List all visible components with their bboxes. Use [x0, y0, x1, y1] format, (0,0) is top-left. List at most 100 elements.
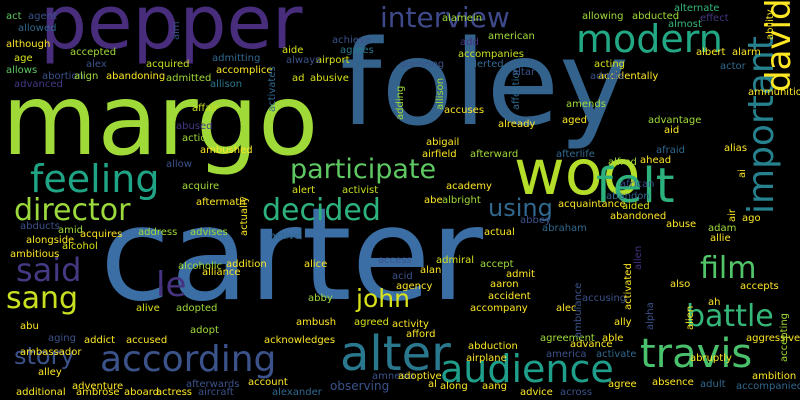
word-ammunition: ammunition	[748, 87, 800, 98]
word-allison-v: allison	[435, 77, 446, 110]
word-felt: felt	[596, 158, 675, 214]
word-across: across	[560, 387, 593, 398]
word-airport: airport	[316, 55, 350, 66]
word-alec: alec	[556, 303, 577, 314]
word-agency: agency	[396, 281, 433, 292]
word-aggressive: aggressive	[746, 333, 800, 344]
word-affair: affair	[192, 103, 219, 114]
word-agreeing: agreeing	[400, 59, 445, 70]
word-agent: agent	[28, 11, 57, 22]
word-sang: sang	[6, 281, 79, 316]
word-allison-small: allison	[210, 79, 243, 90]
word-advice: advice	[520, 387, 553, 398]
word-accomplice: accomplice	[216, 65, 273, 76]
word-already: already	[498, 119, 536, 130]
word-actor: actor	[720, 61, 746, 72]
word-actress: actress	[156, 387, 193, 398]
word-aftermath: aftermath	[196, 197, 246, 208]
word-additional: additional	[16, 387, 66, 398]
word-aim: aim	[171, 21, 182, 40]
word-feeling: feeling	[30, 157, 160, 201]
word-ambush: ambush	[296, 317, 337, 328]
word-effect: effect	[700, 13, 729, 24]
word-ahead: ahead	[640, 155, 672, 166]
word-acquire: acquire	[182, 181, 220, 192]
word-american: american	[488, 31, 535, 42]
word-airfield: airfield	[422, 149, 457, 160]
word-alien: alien	[685, 305, 696, 330]
word-alive: alive	[136, 303, 160, 314]
word-abuse: abuse	[666, 219, 697, 230]
word-act: act	[6, 11, 22, 22]
word-achieve: achieve	[332, 35, 371, 46]
word-advises: advises	[190, 227, 228, 238]
word-ambassador: ambassador	[20, 347, 82, 358]
word-ambrose: ambrose	[76, 387, 120, 398]
word-acting: acting	[594, 59, 626, 70]
word-advanced: advanced	[14, 79, 63, 90]
word-alias: alias	[724, 143, 748, 154]
word-abandoned: abandoned	[610, 211, 667, 222]
word-abused: abused	[176, 121, 213, 132]
word-african: african	[620, 179, 655, 190]
word-agrees: agrees	[340, 45, 374, 56]
word-accompany: accompany	[470, 303, 528, 314]
word-afraid: afraid	[656, 145, 686, 156]
word-acknowledges: acknowledges	[264, 335, 336, 346]
word-abusive: abusive	[310, 73, 349, 84]
word-activity: activity	[392, 319, 429, 330]
word-abducted: abducted	[632, 11, 680, 22]
word-ability: ability	[765, 9, 776, 40]
word-afford: afford	[406, 329, 436, 340]
word-admiral: admiral	[436, 255, 475, 266]
word-accept: accept	[480, 259, 514, 270]
word-agreement: agreement	[540, 333, 595, 344]
word-alcoholic: alcoholic	[178, 261, 223, 272]
word-acquaintance: acquaintance	[558, 199, 626, 210]
word-aaron: aaron	[490, 279, 519, 290]
word-along: along	[440, 381, 468, 392]
word-ambushed: ambushed	[200, 145, 253, 156]
word-amnesia: amnesia	[372, 371, 415, 382]
word-story: story	[14, 342, 75, 370]
word-allows: allows	[6, 65, 38, 76]
word-absence: absence	[652, 377, 694, 388]
word-affection: affection	[511, 66, 522, 110]
word-allowing: allowing	[582, 11, 624, 22]
word-admit: admit	[506, 269, 535, 280]
word-alamein: alamein	[442, 13, 483, 24]
word-actual: actual	[484, 227, 515, 238]
word-woo: woo	[514, 136, 641, 209]
word-address: address	[138, 227, 178, 238]
word-adult: adult	[700, 379, 726, 390]
word-accepts: accepts	[740, 281, 779, 292]
word-altar: altar	[512, 67, 536, 78]
word-agreed: agreed	[354, 317, 390, 328]
word-active: active	[270, 231, 301, 242]
word-audience: audience	[440, 347, 614, 391]
word-adopt: adopt	[190, 325, 219, 336]
word-ambitious: ambitious	[10, 249, 60, 260]
word-adding: adding	[395, 85, 406, 120]
word-aid: aid	[664, 125, 680, 136]
word-observing: observing	[330, 379, 390, 393]
word-acquired: acquired	[146, 59, 190, 70]
word-alongside: alongside	[26, 235, 75, 246]
word-pepper: pepper	[40, 0, 303, 66]
word-alerted: alerted	[468, 59, 504, 70]
word-margo: margo	[2, 64, 319, 178]
word-aide: aide	[282, 45, 304, 56]
word-accused: accused	[126, 335, 168, 346]
word-carter: carter	[100, 181, 483, 330]
word-modern: modern	[576, 17, 723, 61]
word-action: action	[182, 133, 213, 144]
word-abby: abby	[308, 293, 333, 304]
word-afterlife: afterlife	[556, 149, 595, 160]
word-according: according	[100, 339, 277, 380]
word-activate: activate	[596, 349, 637, 360]
word-add: add	[460, 37, 479, 48]
word-airplane: airplane	[466, 353, 507, 364]
word-participate: participate	[290, 154, 437, 185]
word-abu: abu	[20, 321, 39, 332]
